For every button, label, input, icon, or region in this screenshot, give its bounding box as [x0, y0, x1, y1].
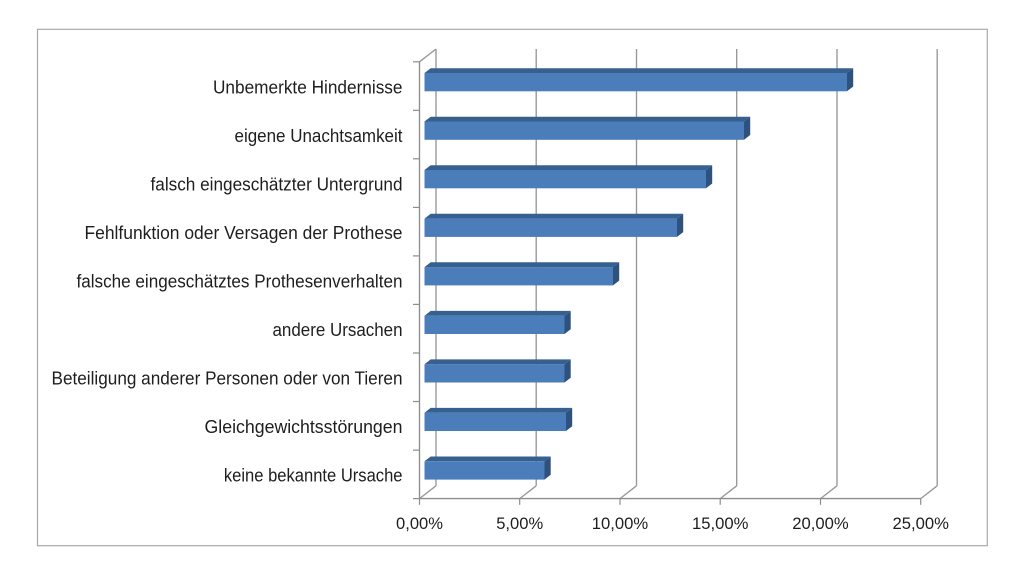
- svg-text:Gleichgewichtsstörungen: Gleichgewichtsstörungen: [205, 417, 403, 437]
- svg-text:keine bekannte Ursache: keine bekannte Ursache: [224, 466, 403, 486]
- svg-text:Unbemerkte Hindernisse: Unbemerkte Hindernisse: [213, 77, 403, 97]
- svg-text:5,00%: 5,00%: [496, 514, 543, 533]
- svg-text:20,00%: 20,00%: [792, 514, 849, 533]
- svg-text:0,00%: 0,00%: [396, 514, 443, 533]
- svg-text:15,00%: 15,00%: [692, 514, 749, 533]
- svg-text:Fehlfunktion oder Versagen der: Fehlfunktion oder Versagen der Prothese: [85, 223, 403, 243]
- svg-text:Beteiligung anderer Personen o: Beteiligung anderer Personen oder von Ti…: [52, 369, 403, 389]
- svg-text:25,00%: 25,00%: [892, 514, 949, 533]
- svg-text:andere Ursachen: andere Ursachen: [273, 320, 403, 340]
- svg-text:eigene Unachtsamkeit: eigene Unachtsamkeit: [235, 126, 403, 146]
- svg-text:falsche eingeschätztes Prothes: falsche eingeschätztes Prothesenverhalte…: [77, 272, 403, 292]
- svg-text:falsch eingeschätzter Untergru: falsch eingeschätzter Untergrund: [151, 175, 403, 195]
- svg-text:10,00%: 10,00%: [592, 514, 649, 533]
